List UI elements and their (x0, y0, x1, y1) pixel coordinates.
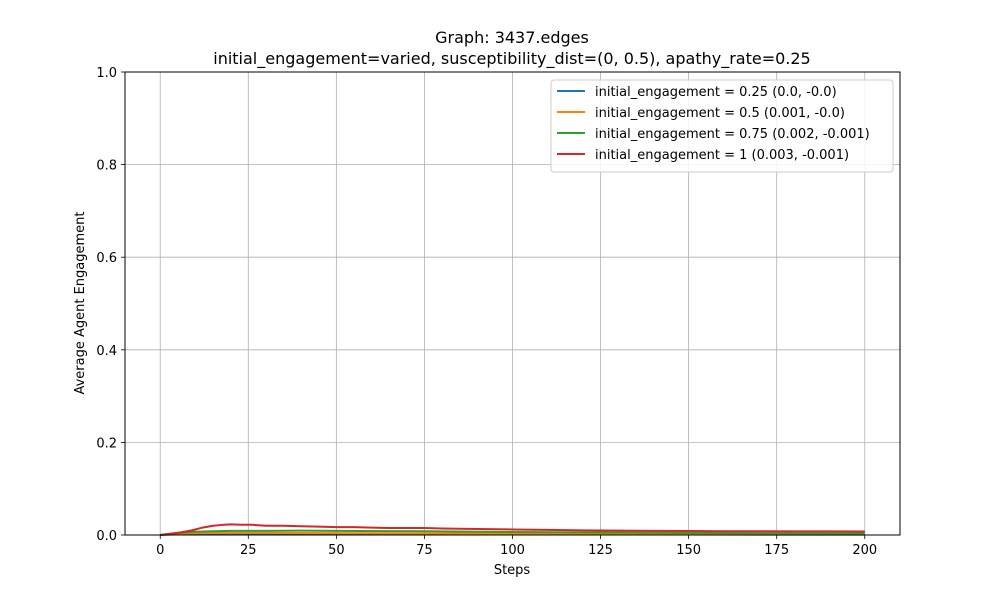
legend-label: initial_engagement = 0.75 (0.002, -0.001… (595, 127, 870, 142)
legend-label: initial_engagement = 0.25 (0.0, -0.0) (595, 85, 837, 100)
chart-title: Graph: 3437.edges (435, 28, 589, 47)
y-tick-label: 0.2 (96, 436, 117, 451)
legend-label: initial_engagement = 1 (0.003, -0.001) (595, 148, 849, 163)
x-tick-label: 200 (852, 543, 877, 558)
legend-box (550, 79, 894, 173)
y-axis-label: Average Agent Engagement (73, 211, 88, 394)
ticks: 0 25 50 75 100 125 150 175 200 0.0 0.2 0.4 0.6 0.8 1.0 (96, 66, 877, 558)
y-tick-label: 0.6 (96, 251, 117, 266)
y-tick-label: 1.0 (96, 66, 117, 81)
x-tick-label: 150 (676, 543, 701, 558)
y-tick-label: 0.4 (96, 344, 117, 359)
y-tick-label: 0.8 (96, 159, 117, 174)
x-tick-label: 25 (240, 543, 257, 558)
series-line-3 (160, 523, 865, 536)
x-tick-label: 75 (416, 543, 433, 558)
x-tick-label: 100 (500, 543, 525, 558)
legend: initial_engagement = 0.25 (0.0, -0.0) ini… (550, 79, 894, 173)
series-line-2 (160, 529, 865, 536)
x-tick-label: 50 (328, 543, 345, 558)
x-tick-label: 175 (764, 543, 789, 558)
x-tick-label: 0 (156, 543, 164, 558)
x-tick-label: 125 (588, 543, 613, 558)
chart-subtitle: initial_engagement=varied, susceptibilit… (213, 49, 810, 69)
y-tick-label: 0.0 (96, 529, 117, 544)
legend-label: initial_engagement = 0.5 (0.001, -0.0) (595, 106, 845, 121)
x-axis-label: Steps (494, 563, 531, 578)
